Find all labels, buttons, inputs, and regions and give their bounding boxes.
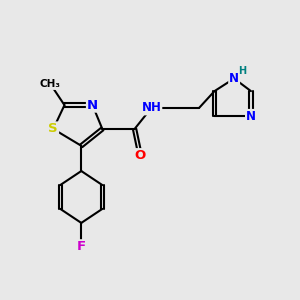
Text: F: F <box>77 240 86 253</box>
Text: N: N <box>246 110 256 123</box>
Text: H: H <box>238 66 246 76</box>
Text: NH: NH <box>142 101 161 114</box>
Text: N: N <box>87 99 98 112</box>
Text: CH₃: CH₃ <box>40 79 61 89</box>
Text: N: N <box>229 72 239 85</box>
Text: O: O <box>135 149 146 162</box>
Text: S: S <box>48 122 58 136</box>
